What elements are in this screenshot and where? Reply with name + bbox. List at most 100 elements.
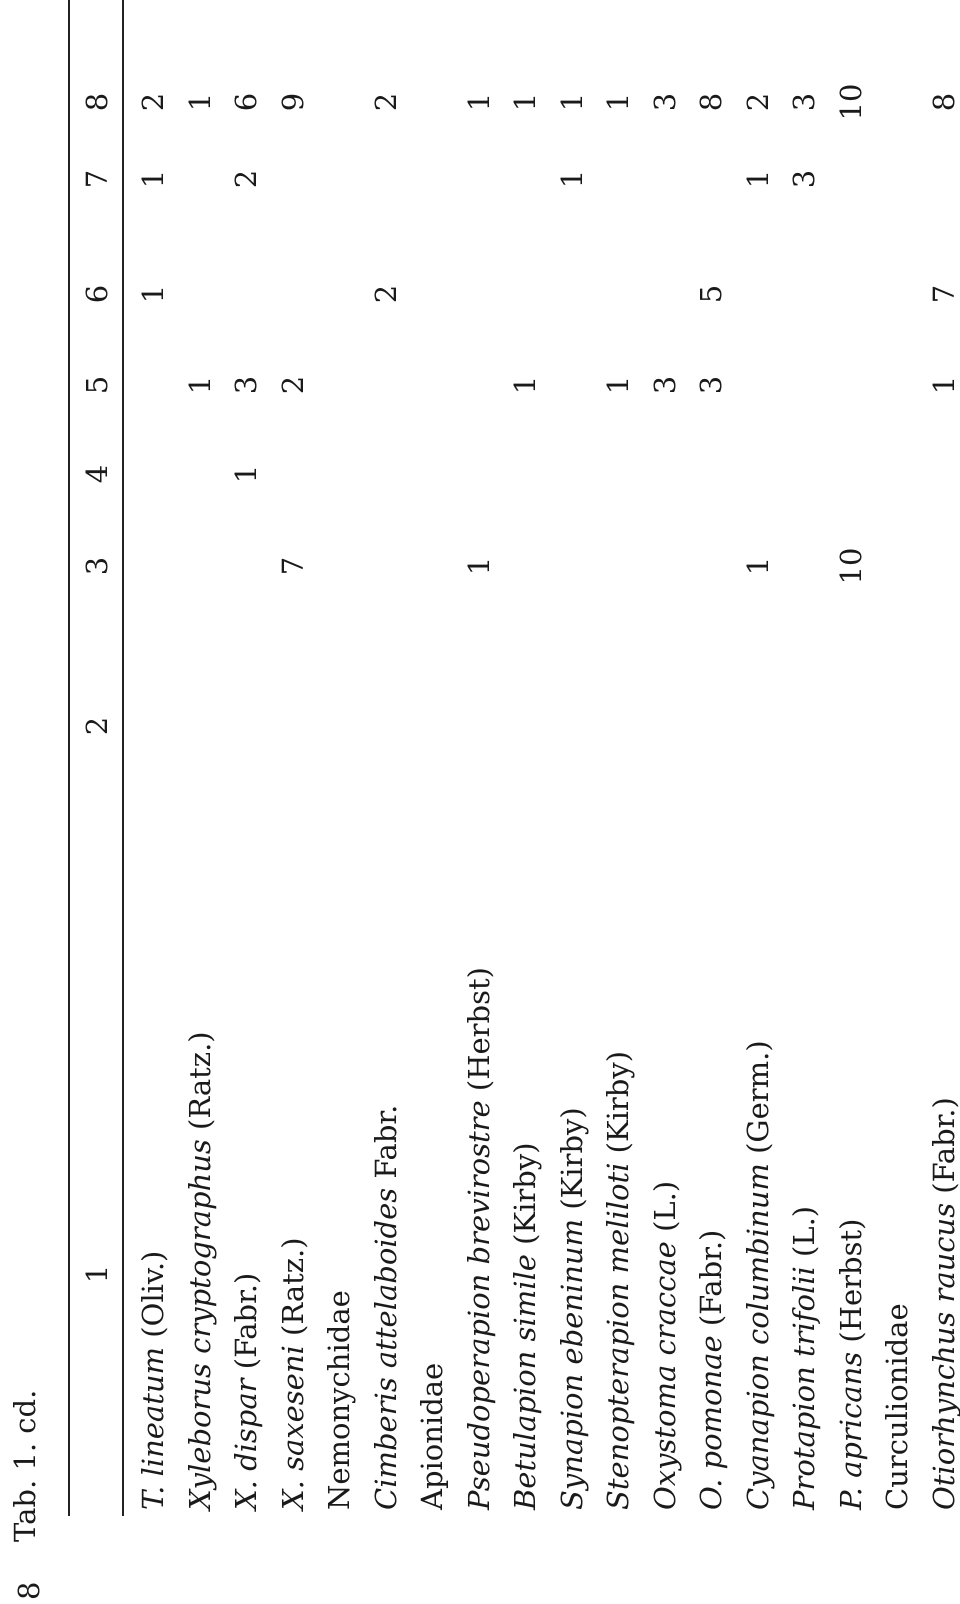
column-header-3: 3 bbox=[80, 556, 114, 576]
cell-col-8: 3 bbox=[787, 92, 821, 112]
cell-col-5: 1 bbox=[182, 375, 217, 395]
species-italic: Synapion ebeninum bbox=[554, 1218, 589, 1510]
species-name: Protapion trifolii (L.) bbox=[787, 1206, 821, 1510]
cell-col-8: 1 bbox=[554, 92, 589, 112]
column-header-8: 8 bbox=[80, 92, 114, 112]
table-row: Cyanapion columbinum (Germ.) 1 1 2 bbox=[741, 14, 785, 1514]
species-author: Fabr. bbox=[368, 1104, 403, 1188]
cell-col-8: 1 bbox=[601, 92, 635, 112]
species-author: (Herbst) bbox=[833, 1218, 868, 1352]
cell-col-7: 1 bbox=[136, 169, 170, 189]
table-row: Otiorhynchus raucus (Fabr.) 1 7 8 bbox=[927, 14, 960, 1514]
cell-col-9: M bbox=[276, 0, 310, 9]
table-caption: Tab. 1. cd. bbox=[8, 1389, 42, 1542]
table-row: Xyleborus cryptographus (Ratz.) 1 1 bbox=[183, 14, 227, 1514]
species-name: Otiorhynchus raucus (Fabr.) bbox=[927, 1097, 960, 1510]
cell-col-8: 8 bbox=[694, 92, 728, 112]
species-name: Nemonychidae bbox=[322, 1290, 356, 1510]
cell-col-4: 1 bbox=[229, 464, 263, 484]
cell-col-5: 1 bbox=[508, 375, 542, 395]
table-row: Oxystoma craccae (L.) 3 3 bbox=[648, 14, 692, 1514]
species-author: (Herbst) bbox=[461, 967, 496, 1101]
species-author: (Germ.) bbox=[740, 1040, 775, 1164]
cell-col-5: 1 bbox=[926, 375, 960, 395]
species-author: (Kirby) bbox=[554, 1107, 589, 1219]
species-italic: Protapion trifolii bbox=[787, 1266, 821, 1510]
species-author: (L.) bbox=[787, 1205, 821, 1267]
species-italic: Cimberis attelaboides bbox=[368, 1187, 403, 1510]
table-header-rule bbox=[122, 0, 124, 1516]
table-row: Stenopterapion meliloti (Kirby) 1 1 bbox=[601, 14, 645, 1514]
cell-col-8: 9 bbox=[275, 92, 310, 112]
cell-col-7: 1 bbox=[740, 169, 775, 189]
species-name: T. lineatum (Oliv.) bbox=[136, 1251, 170, 1510]
column-header-7: 7 bbox=[80, 169, 114, 189]
species-author: (Kirby) bbox=[601, 1050, 635, 1163]
species-italic: X. saxeseni bbox=[275, 1345, 310, 1510]
cell-col-8: 8 bbox=[926, 92, 960, 112]
species-name: O. pomonae (Fabr.) bbox=[694, 1230, 728, 1510]
column-header-2: 2 bbox=[80, 716, 114, 736]
cell-col-5: 1 bbox=[601, 375, 635, 395]
cell-col-7: 1 bbox=[554, 169, 589, 189]
species-italic: Betulapion simile bbox=[508, 1254, 542, 1510]
species-name: Cyanapion columbinum (Germ.) bbox=[741, 1040, 775, 1510]
cell-col-8: 6 bbox=[229, 92, 263, 112]
cell-col-6: 7 bbox=[926, 284, 960, 304]
cell-col-3: 10 bbox=[833, 547, 868, 585]
species-author: Curculionidae bbox=[880, 1303, 914, 1510]
cell-col-3: 1 bbox=[461, 556, 496, 576]
species-author: (Fabr.) bbox=[694, 1229, 728, 1336]
species-name: Betulapion simile (Kirby) bbox=[508, 1142, 542, 1510]
species-author: Apionidae bbox=[415, 1362, 449, 1510]
table-row: X. saxeseni (Ratz.)729M bbox=[276, 14, 320, 1514]
table-row: Apionidae bbox=[415, 14, 459, 1514]
table-row: Protapion trifolii (L.) 3 3 bbox=[787, 14, 831, 1514]
table-row: Curculionidae bbox=[880, 14, 924, 1514]
column-header-9: 9 bbox=[80, 0, 114, 9]
species-italic: Xyleborus cryptographus bbox=[182, 1139, 217, 1510]
column-header-6: 6 bbox=[80, 284, 114, 304]
cell-col-7: 3 bbox=[787, 169, 821, 189]
cell-col-8: 1 bbox=[508, 92, 542, 112]
cell-col-8: 2 bbox=[368, 92, 403, 112]
species-name: Pseudoperapion brevirostre (Herbst) bbox=[462, 967, 496, 1510]
table-row: Cimberis attelaboides Fabr. 2 2 bbox=[369, 14, 413, 1514]
species-name: Curculionidae bbox=[880, 1303, 914, 1510]
species-italic: O. pomonae bbox=[694, 1335, 728, 1510]
cell-col-6: 1 bbox=[136, 284, 170, 304]
species-name: Xyleborus cryptographus (Ratz.) bbox=[183, 1031, 217, 1510]
cell-col-8: 1 bbox=[182, 92, 217, 112]
page-number: 8 bbox=[12, 1581, 46, 1600]
table-row: X. dispar (Fabr.)1326M bbox=[229, 14, 273, 1514]
species-italic: Stenopterapion meliloti bbox=[601, 1162, 635, 1510]
cell-col-9: M bbox=[229, 0, 263, 9]
species-name: P. apricans (Herbst) bbox=[834, 1219, 868, 1510]
species-author: Nemonychidae bbox=[322, 1290, 356, 1510]
cell-col-7: 2 bbox=[229, 169, 263, 189]
species-name: Stenopterapion meliloti (Kirby) bbox=[601, 1051, 635, 1510]
cell-col-5: 3 bbox=[229, 375, 263, 395]
cell-col-8: 2 bbox=[740, 92, 775, 112]
table-row: Nemonychidae bbox=[322, 14, 366, 1514]
cell-col-8: 2 bbox=[136, 92, 170, 112]
cell-col-6: 2 bbox=[368, 284, 403, 304]
species-author: (Ratz.) bbox=[275, 1237, 310, 1346]
species-italic: Cyanapion columbinum bbox=[740, 1163, 775, 1510]
cell-col-5: 3 bbox=[694, 375, 728, 395]
species-name: Synapion ebeninum (Kirby) bbox=[555, 1107, 589, 1510]
cell-col-8: 3 bbox=[647, 92, 682, 112]
species-author: (Fabr.) bbox=[926, 1097, 960, 1203]
species-name: Cimberis attelaboides Fabr. bbox=[369, 1105, 403, 1510]
species-name: X. saxeseni (Ratz.) bbox=[276, 1237, 310, 1510]
cell-col-6: 5 bbox=[694, 284, 728, 304]
cell-col-3: 1 bbox=[740, 556, 775, 576]
species-italic: Otiorhynchus raucus bbox=[926, 1202, 960, 1510]
table-row: T. lineatum (Oliv.) 1 1 2 bbox=[136, 14, 180, 1514]
table-row: Betulapion simile (Kirby) 1 1 bbox=[508, 14, 552, 1514]
species-name: Apionidae bbox=[415, 1363, 449, 1510]
table-row: P. apricans (Herbst) 10 10 bbox=[834, 14, 878, 1514]
cell-col-8: 1 bbox=[461, 92, 496, 112]
species-italic: X. dispar bbox=[229, 1378, 263, 1510]
